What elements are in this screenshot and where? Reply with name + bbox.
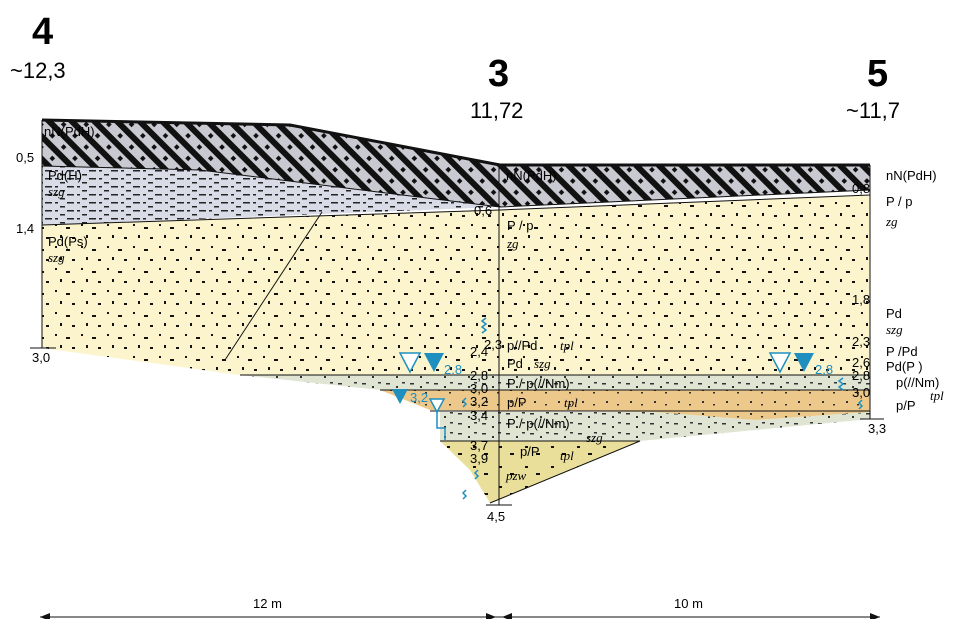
depth-label: 2,3 <box>484 337 502 352</box>
layer-modifier: tpl <box>560 338 574 353</box>
distance-left-label: 12 m <box>253 596 282 611</box>
layer-modifier: zg <box>885 214 898 229</box>
layer-modifier: szg <box>886 322 903 337</box>
layer-modifier: zg <box>506 236 519 251</box>
layer-label: P /Pd <box>886 344 918 359</box>
depth-label: 3,0 <box>852 385 870 400</box>
layer-modifier: tpl <box>564 395 578 410</box>
depth-label: 3,2 <box>470 394 488 409</box>
layer-modifier: szg <box>586 430 603 445</box>
borehole-3-number: 3 <box>488 53 509 95</box>
depth-label: 1,8 <box>852 292 870 307</box>
borehole-3-elevation: 11,72 <box>470 98 523 123</box>
layer-label: P / p <box>886 194 913 209</box>
water-level-mid-2: 3,2 <box>392 389 446 440</box>
depth-label: 0,6 <box>474 203 492 218</box>
layer-orange <box>380 390 870 420</box>
layer-modifier: tpl <box>930 388 944 403</box>
water-level-mid-1: 2,8 <box>398 352 462 377</box>
depth-label: 3,4 <box>470 408 488 423</box>
distance-dimension: 12 m 10 m <box>40 596 880 621</box>
layer-clay-upper <box>240 375 870 390</box>
layer-label: Pd <box>507 356 523 371</box>
borehole-4-elevation: ~12,3 <box>10 58 66 83</box>
layer-fill <box>42 120 870 207</box>
depth-label: 2,8 <box>470 368 488 383</box>
layer-label: p/P <box>507 395 527 410</box>
borehole-4-number: 4 <box>32 11 53 53</box>
depth-label: 4,5 <box>487 509 505 524</box>
depth-label: 2,8 <box>852 368 870 383</box>
layer-modifier: szg <box>534 356 551 371</box>
layer-label: Pd <box>886 306 902 321</box>
depth-label: 2,6 <box>852 355 870 370</box>
boundary-fill-base <box>41 165 871 208</box>
depth-label: 3,0 <box>32 350 50 365</box>
layer-label: nN(PdH) <box>506 168 557 183</box>
layer-label: Pd(Ps) <box>48 234 88 249</box>
ground-surface-line <box>41 118 870 167</box>
boundary-fault-line <box>224 211 323 361</box>
water-level-value: 2,8 <box>444 362 462 377</box>
layer-label: p(//Nm) <box>896 375 939 390</box>
layer-label: nN(PdH) <box>44 124 95 139</box>
layer-sand <box>42 195 870 375</box>
layer-label: Pd(P ) <box>886 359 923 374</box>
distance-right-label: 10 m <box>674 596 703 611</box>
borehole-5-number: 5 <box>867 53 888 95</box>
layer-modifier: tpl <box>560 448 574 463</box>
depth-label: 3,3 <box>868 421 886 436</box>
depth-label: 0,8 <box>852 181 870 196</box>
borehole-5-elevation: ~11,7 <box>846 98 900 123</box>
depth-label: 0,5 <box>16 150 34 165</box>
layer-modifier: szg <box>48 184 65 199</box>
layer-label: Pd(H) <box>48 168 82 183</box>
water-level-right: 2,8 <box>768 352 833 377</box>
layer-clay-lower <box>440 412 870 441</box>
depth-label: 2,3 <box>852 334 870 349</box>
layer-label: nN(PdH) <box>886 168 937 183</box>
layer-label: p/P <box>896 398 916 413</box>
layer-label: P / p(//Nm) <box>507 376 570 391</box>
layer-label: P / p <box>507 218 534 233</box>
depth-label: 1,4 <box>16 221 34 236</box>
water-level-value: 3,2 <box>410 390 428 405</box>
boundary-lower <box>440 440 641 504</box>
layer-silt <box>42 166 500 225</box>
depth-label: 3,7 <box>470 438 488 453</box>
layer-modifier: pzw <box>505 468 527 483</box>
boundary-silt-base <box>41 194 871 226</box>
layer-bottom-pzw <box>440 441 640 503</box>
layer-label: p/P <box>520 444 540 459</box>
depth-label: 3,9 <box>470 451 488 466</box>
seepage-marks <box>461 317 864 500</box>
layer-label: P / p(//Nm) <box>507 416 570 431</box>
layer-modifier: szg <box>48 250 65 265</box>
layer-label: p//Pd <box>507 338 537 353</box>
water-level-value: 2,8 <box>815 362 833 377</box>
depth-label: 2,4 <box>470 344 488 359</box>
depth-label: 3,0 <box>470 381 488 396</box>
